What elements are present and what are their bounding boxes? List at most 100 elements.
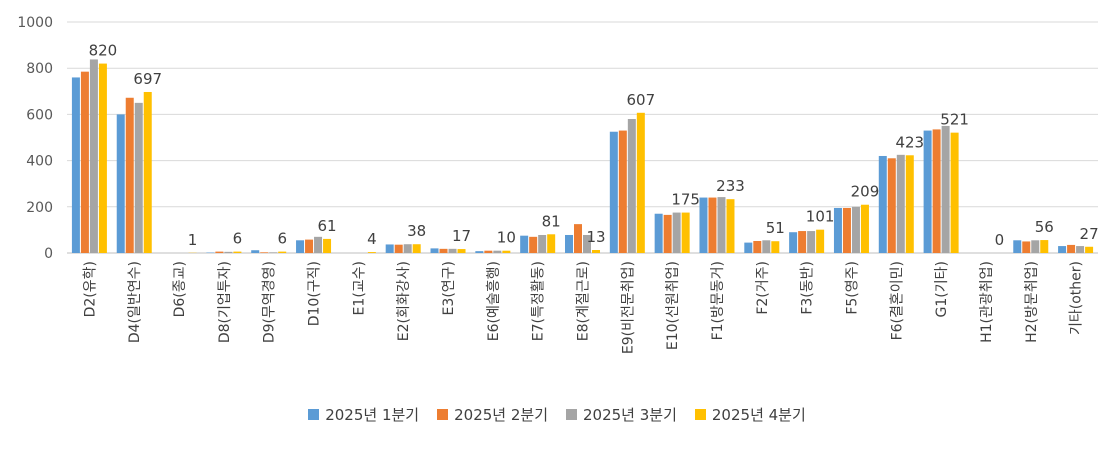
legend-item-q1: 2025년 1분기 (308, 404, 419, 425)
x-tick-label-1: D4(일반연수) (127, 261, 143, 343)
x-tick-label-17: F5(영주) (844, 261, 860, 315)
bar-10-3 (547, 234, 556, 253)
bar-0-0 (71, 77, 80, 253)
data-label-20: 0 (995, 231, 1005, 249)
bar-5-2 (314, 236, 323, 253)
bar-4-3 (278, 251, 287, 253)
legend-swatch-q4 (694, 409, 706, 420)
y-tick-label-0: 0 (44, 246, 53, 262)
bar-10-2 (538, 234, 547, 253)
bar-10-1 (529, 236, 538, 253)
bar-3-2 (224, 251, 233, 253)
bar-15-3 (771, 241, 780, 253)
bar-9-0 (475, 251, 484, 253)
x-tick-label-19: G1(기타) (934, 261, 950, 317)
data-label-8: 17 (452, 227, 471, 245)
bar-21-3 (1040, 240, 1049, 253)
bar-16-1 (798, 231, 807, 253)
x-tick-label-4: D9(무역경영) (262, 261, 278, 343)
legend: 2025년 1분기 2025년 2분기 2025년 3분기 2025년 4분기 (0, 404, 1114, 425)
bar-21-0 (1013, 240, 1022, 253)
data-label-16: 101 (806, 208, 835, 226)
bar-22-1 (1067, 244, 1076, 253)
y-tick-label-600: 600 (26, 107, 53, 123)
x-tick-label-14: F1(방문동거) (710, 261, 726, 340)
bar-8-1 (439, 248, 448, 253)
x-tick-label-18: F6(결혼이민) (889, 261, 905, 340)
x-tick-label-6: E1(교수) (351, 261, 367, 315)
data-label-5: 61 (317, 217, 336, 235)
x-tick-label-5: D10(구직) (307, 261, 323, 326)
data-label-3: 6 (233, 230, 243, 248)
bar-7-1 (394, 244, 403, 253)
y-tick-label-1000: 1000 (17, 15, 53, 31)
bar-9-1 (484, 250, 493, 253)
data-label-9: 10 (497, 229, 516, 247)
data-label-10: 81 (542, 212, 561, 230)
bar-13-0 (654, 213, 663, 253)
bar-15-1 (753, 240, 762, 253)
bar-15-0 (744, 242, 753, 253)
bar-12-1 (618, 130, 627, 253)
x-tick-label-15: F2(거주) (755, 261, 771, 315)
x-tick-label-22: 기타(other) (1069, 261, 1085, 335)
bar-22-0 (1058, 246, 1067, 253)
data-label-15: 51 (766, 219, 785, 237)
legend-item-q2: 2025년 2분기 (437, 404, 548, 425)
bar-3-3 (233, 251, 242, 253)
bar-18-1 (887, 158, 896, 253)
bar-14-3 (726, 199, 735, 253)
bar-13-2 (672, 212, 681, 253)
x-tick-label-10: E7(특정활동) (531, 261, 547, 341)
x-tick-label-11: E8(계절근로) (576, 261, 592, 341)
data-label-4: 6 (277, 230, 287, 248)
bar-4-2 (269, 252, 278, 253)
y-tick-label-400: 400 (26, 154, 53, 170)
bar-19-1 (932, 129, 941, 253)
legend-item-q3: 2025년 3분기 (566, 404, 677, 425)
bar-1-1 (125, 97, 134, 253)
data-label-1: 697 (133, 70, 162, 88)
bar-13-1 (663, 214, 672, 253)
data-label-12: 607 (627, 91, 656, 109)
bar-18-0 (878, 155, 887, 253)
x-tick-label-0: D2(유학) (82, 261, 98, 317)
bar-0-3 (98, 63, 107, 253)
bar-21-2 (1031, 240, 1040, 253)
x-tick-label-12: E9(비전문취업) (620, 261, 636, 354)
bar-11-2 (583, 234, 591, 253)
bar-5-0 (296, 240, 305, 253)
bar-12-3 (636, 112, 645, 254)
legend-swatch-q1 (308, 409, 320, 420)
bar-8-0 (430, 248, 439, 253)
bar-16-3 (816, 229, 825, 253)
bar-11-3 (592, 249, 600, 253)
y-tick-label-200: 200 (26, 200, 53, 216)
bar-4-0 (251, 250, 260, 253)
bar-9-2 (493, 250, 502, 253)
bar-9-3 (502, 250, 511, 253)
bar-0-2 (89, 59, 98, 254)
data-label-17: 209 (851, 183, 880, 201)
bar-22-2 (1076, 246, 1085, 253)
legend-label-q1: 2025년 1분기 (325, 406, 420, 424)
x-tick-label-16: F3(동반) (800, 261, 816, 315)
bar-11-1 (574, 224, 582, 253)
data-label-14: 233 (716, 177, 745, 195)
legend-label-q3: 2025년 3분기 (583, 406, 677, 424)
data-label-18: 423 (895, 133, 924, 151)
bar-1-3 (143, 91, 152, 253)
data-label-0: 820 (89, 42, 118, 60)
bar-16-0 (789, 232, 798, 253)
bar-7-2 (403, 244, 412, 253)
legend-swatch-q2 (437, 409, 449, 420)
bar-14-0 (699, 197, 708, 253)
bar-7-0 (385, 244, 394, 253)
bar-7-3 (412, 244, 421, 253)
bar-19-0 (923, 130, 932, 253)
legend-label-q2: 2025년 2분기 (454, 406, 548, 424)
bar-18-2 (896, 154, 905, 253)
bar-17-1 (842, 207, 851, 253)
x-tick-label-21: H2(방문취업) (1024, 261, 1040, 343)
bar-17-3 (860, 204, 869, 253)
